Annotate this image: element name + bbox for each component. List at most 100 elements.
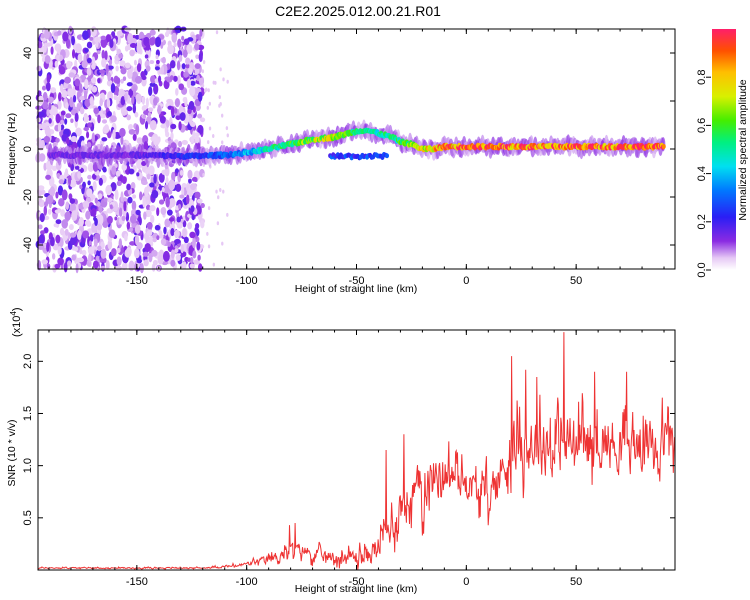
noise-speckle xyxy=(174,248,179,253)
noise-speckle xyxy=(151,263,156,272)
noise-speckle xyxy=(116,256,122,266)
noise-speckle xyxy=(111,248,117,257)
noise-speckle xyxy=(189,256,194,264)
noise-speckle xyxy=(182,96,187,103)
noise-speckle xyxy=(199,29,203,37)
noise-speckle xyxy=(58,179,65,185)
snr-panel: -150 -100 -50 0 50 0.5 1.0 1.5 2.0 (x104) Height… xyxy=(6,307,676,595)
noise-speckle xyxy=(143,110,149,116)
noise-speckle xyxy=(98,205,103,213)
noise-speckle xyxy=(59,83,64,93)
noise-speckle xyxy=(105,63,109,75)
y-tick-label: -40 xyxy=(22,237,34,253)
noise-speckle xyxy=(99,113,106,119)
noise-speckle xyxy=(36,65,42,72)
x-tick-label: -150 xyxy=(126,576,148,588)
noise-speckle xyxy=(173,75,178,82)
noise-speckle xyxy=(55,191,59,199)
noise-speckle xyxy=(51,165,58,172)
noise-speckle xyxy=(102,167,107,173)
noise-speckle xyxy=(107,72,111,82)
noise-speckle xyxy=(201,69,205,74)
noise-speckle xyxy=(168,198,176,208)
snr-ticks: -150 -100 -50 0 50 0.5 1.0 1.5 2.0 xyxy=(22,330,675,588)
noise-speckle xyxy=(190,136,195,144)
noise-speckle xyxy=(49,186,56,197)
noise-speckle xyxy=(83,90,88,100)
noise-speckle xyxy=(221,140,224,145)
noise-speckle xyxy=(113,94,118,101)
noise-speckle xyxy=(149,82,156,87)
noise-speckle xyxy=(76,103,81,111)
noise-speckle xyxy=(136,258,143,264)
noise-speckle xyxy=(136,63,142,73)
noise-speckle xyxy=(158,199,165,205)
noise-speckle xyxy=(45,174,52,180)
noise-speckle xyxy=(77,257,85,263)
noise-speckle xyxy=(111,165,117,175)
noise-speckle xyxy=(200,220,205,229)
noise-speckle xyxy=(108,59,113,66)
noise-speckle xyxy=(124,233,128,242)
noise-speckle xyxy=(135,93,142,102)
noise-speckle xyxy=(134,234,140,246)
noise-speckle xyxy=(149,182,155,188)
noise-speckle xyxy=(152,237,157,243)
noise-speckle xyxy=(122,110,129,115)
noise-speckle xyxy=(41,259,49,265)
noise-speckle xyxy=(74,246,79,252)
noise-speckle xyxy=(126,183,131,191)
noise-speckle xyxy=(192,238,196,249)
noise-speckle xyxy=(118,53,124,59)
noise-speckle xyxy=(183,203,189,209)
x-tick-label: 50 xyxy=(570,275,582,287)
noise-speckle xyxy=(60,209,66,217)
noise-speckle xyxy=(89,234,94,242)
noise-speckle xyxy=(159,115,166,124)
noise-speckle xyxy=(84,48,89,53)
noise-speckle xyxy=(136,137,143,144)
noise-speckle xyxy=(118,207,123,217)
noise-speckle xyxy=(48,118,52,124)
noise-speckle xyxy=(116,30,124,37)
noise-speckle xyxy=(226,133,229,138)
noise-speckle xyxy=(101,49,105,60)
noise-speckle xyxy=(101,137,108,142)
noise-speckle xyxy=(48,96,54,104)
noise-speckle xyxy=(43,42,47,53)
noise-speckle xyxy=(216,221,220,226)
noise-speckle xyxy=(86,67,92,76)
noise-speckle xyxy=(124,248,132,258)
noise-speckle xyxy=(97,193,103,200)
noise-speckle xyxy=(155,54,159,60)
colorbar-tick-label: 0.4 xyxy=(696,166,708,181)
spectrogram-ylabel: Frequency (Hz) xyxy=(6,113,18,185)
noise-speckle xyxy=(64,168,69,177)
noise-speckle xyxy=(86,41,93,49)
noise-speckle xyxy=(156,59,160,65)
noise-speckle xyxy=(43,205,48,216)
y-tick-label: 20 xyxy=(22,95,34,107)
noise-speckle xyxy=(67,88,74,97)
y-tick-label: 1.5 xyxy=(22,406,34,421)
noise-speckle xyxy=(71,49,76,59)
noise-speckle xyxy=(126,106,133,112)
noise-speckle xyxy=(44,126,51,136)
noise-speckle xyxy=(192,94,198,100)
noise-speckle xyxy=(139,263,144,274)
noise-speckle xyxy=(188,100,195,111)
noise-speckle xyxy=(87,174,92,180)
noise-speckle xyxy=(168,179,176,191)
noise-speckle xyxy=(174,239,181,244)
noise-speckle xyxy=(196,74,201,82)
noise-speckle xyxy=(217,195,220,200)
noise-speckle xyxy=(82,200,90,209)
noise-speckle xyxy=(194,43,200,51)
noise-speckle xyxy=(226,212,229,217)
noise-speckle xyxy=(97,114,101,124)
y-tick-label: 2.0 xyxy=(22,354,34,369)
noise-speckle xyxy=(197,254,201,261)
x-tick-label: -150 xyxy=(126,275,148,287)
noise-speckle xyxy=(136,158,143,170)
